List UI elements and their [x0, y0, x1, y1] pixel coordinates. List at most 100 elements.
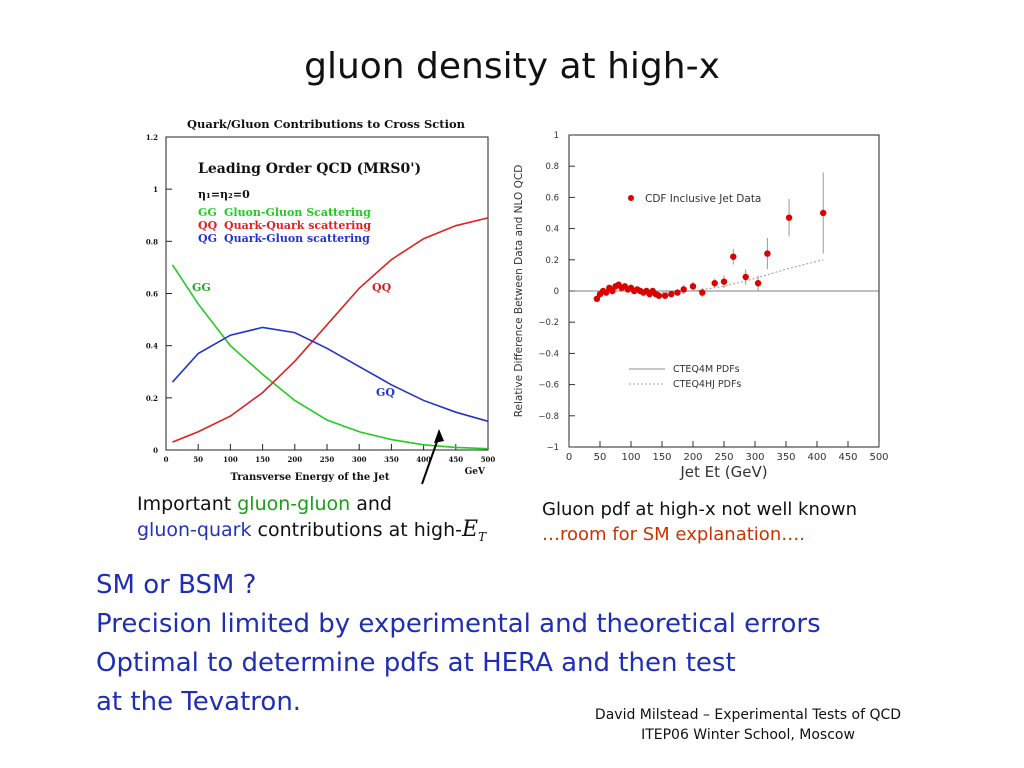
y-tick-label: 0.4: [545, 225, 559, 235]
x-tick-label: 250: [714, 452, 733, 463]
y-tick-label: 0: [554, 287, 559, 297]
legend-entry: Quark-Quark scattering: [224, 219, 371, 232]
data-point: [720, 278, 728, 285]
legend-code: QG: [198, 232, 217, 245]
x-tick-label: 300: [352, 455, 367, 464]
y-tick-label: 0.2: [146, 394, 158, 403]
x-tick-label: 50: [193, 455, 203, 464]
data-point: [785, 214, 793, 221]
body-text: SM or BSM ? Precision limited by experim…: [96, 566, 821, 722]
x-tick-label: 200: [287, 455, 302, 464]
x-tick-label: 0: [566, 452, 572, 463]
legend-entry: CDF Inclusive Jet Data: [645, 193, 761, 205]
y-tick-label: 0.8: [146, 237, 158, 246]
data-point: [820, 209, 827, 217]
data-point: [661, 292, 669, 299]
arrow-head: [434, 429, 444, 443]
y-tick-label: 0.2: [545, 256, 559, 266]
caption-gluon-gluon: gluon-gluon: [237, 493, 351, 515]
body-line: at the Tevatron.: [96, 687, 302, 717]
body-line: Optimal to determine pdfs at HERA and th…: [96, 648, 736, 678]
caption-text: and: [350, 493, 392, 515]
caption-gluon-quark: gluon-quark: [137, 519, 252, 541]
caption-text: contributions at high-: [251, 519, 463, 541]
x-tick-label: 500: [869, 452, 888, 463]
curve-label-gg: GG: [192, 281, 211, 294]
x-tick-label: 300: [745, 452, 764, 463]
chart-title: Quark/Gluon Contributions to Cross Sctio…: [187, 117, 466, 131]
legend-entry: CTEQ4HJ PDFs: [673, 379, 741, 390]
data-point: [609, 287, 616, 295]
x-axis-label: Jet Et (GeV): [679, 463, 767, 481]
legend-code: GG: [198, 206, 217, 219]
x-tick-label: 400: [807, 452, 826, 463]
data-point: [742, 273, 749, 281]
x-axis-label: Transverse Energy of the Jet: [231, 472, 390, 483]
data-point: [603, 289, 610, 296]
plot-frame: [165, 136, 489, 451]
slide-title: gluon density at high-x: [304, 46, 720, 87]
legend-entry: CTEQ4M PDFs: [673, 364, 740, 375]
quark-gluon-contributions-chart: Quark/Gluon Contributions to Cross Sctio…: [146, 117, 496, 485]
curve-label-qg: GQ: [376, 386, 395, 399]
y-axis-label: Relative Difference Between Data and NLO…: [513, 165, 525, 418]
y-tick-label: 1: [554, 131, 559, 141]
data-point: [674, 289, 681, 296]
y-tick-label: 1: [153, 185, 158, 194]
data-point: [593, 295, 601, 302]
data-point: [655, 292, 663, 299]
footer-line1: David Milstead – Experimental Tests of Q…: [594, 707, 902, 723]
x-tick-label: 150: [255, 455, 270, 464]
x-tick-label: 0: [164, 455, 169, 464]
curve-label-qq: QQ: [372, 281, 392, 294]
series-line-gg: [171, 264, 489, 450]
data-point: [754, 280, 762, 287]
data-point: [668, 290, 675, 298]
caption-et: E: [462, 517, 479, 542]
body-line: SM or BSM ?: [96, 570, 257, 600]
x-tick-label: 450: [448, 455, 463, 464]
x-tick-label: 100: [621, 452, 640, 463]
right-caption: Gluon pdf at high-x not well known …room…: [542, 497, 922, 547]
x-tick-label: 250: [320, 455, 335, 464]
x-tick-label: 450: [838, 452, 857, 463]
inset-heading: Leading Order QCD (MRS0'): [198, 161, 421, 177]
legend-marker: [628, 195, 634, 201]
x-tick-label: 200: [683, 452, 702, 463]
y-tick-label: 0.4: [146, 342, 158, 351]
x-tick-label: 500: [481, 455, 496, 464]
right-caption-line2: …room for SM explanation….: [542, 524, 805, 545]
data-point: [699, 289, 706, 296]
footer-line2: ITEP06 Winter School, Moscow: [641, 727, 855, 743]
y-tick-label: 0.6: [545, 193, 559, 203]
y-tick-label: −0.4: [538, 349, 559, 359]
caption-et-sub: T: [478, 529, 487, 544]
y-tick-label: 0.8: [545, 162, 559, 172]
series-line-qg: [171, 326, 489, 423]
y-tick-label: −0.6: [538, 381, 559, 391]
y-tick-label: 1.2: [146, 133, 158, 142]
x-tick-label: 150: [652, 452, 671, 463]
data-point: [730, 253, 737, 260]
data-point: [689, 283, 697, 290]
x-tick-label: 350: [384, 455, 399, 464]
x-axis-unit: GeV: [465, 467, 486, 477]
legend-code: QQ: [198, 219, 218, 232]
eta-label: η₁=η₂=0: [198, 188, 250, 201]
cteq4hj-curve: [593, 259, 824, 294]
data-point: [680, 286, 687, 293]
x-tick-label: 400: [416, 455, 431, 464]
body-line: Precision limited by experimental and th…: [96, 609, 821, 639]
x-tick-label: 350: [776, 452, 795, 463]
y-tick-label: −1: [546, 443, 559, 453]
caption-text: Important: [137, 493, 238, 515]
data-point: [711, 280, 718, 287]
x-tick-label: 100: [223, 455, 238, 464]
arrow-shaft: [421, 435, 440, 485]
data-point: [764, 250, 771, 257]
x-tick-label: 50: [594, 452, 607, 463]
legend-entry: Quark-Gluon scattering: [224, 232, 370, 245]
right-caption-line1: Gluon pdf at high-x not well known: [542, 499, 858, 520]
y-tick-label: 0.6: [146, 290, 158, 299]
legend-entry: Gluon-Gluon Scattering: [224, 206, 371, 219]
